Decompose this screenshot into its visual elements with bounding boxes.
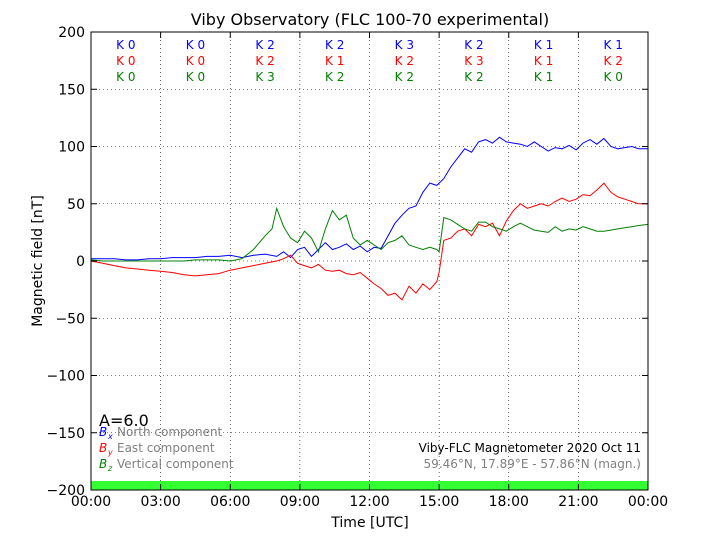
y-tick-label: 150 xyxy=(58,82,85,98)
k-index-label: K 0 xyxy=(186,54,205,68)
k-index-label: K 2 xyxy=(255,38,274,52)
y-tick-label: −200 xyxy=(47,483,85,499)
y-axis-label: Magnetic field [nT] xyxy=(30,195,46,327)
k-index-table: K 0 K 0 K 2 K 2 K 3 K 2 K 1 K 1 K 0 K 0 K 2 K 1 K 2 K… xyxy=(116,38,623,84)
legend-symbol-y: B xyxy=(99,441,107,455)
k-index-label: K 0 xyxy=(116,70,135,84)
x-tick-label: 15:00 xyxy=(419,494,459,510)
k-index-label: K 1 xyxy=(604,38,623,52)
k-index-label: K 2 xyxy=(604,54,623,68)
legend-name-x: North component xyxy=(117,425,223,439)
amplitude-label: A=6.0 xyxy=(99,411,149,430)
k-index-label: K 0 xyxy=(116,54,135,68)
legend-subscript-y: y xyxy=(107,448,113,457)
k-index-label: K 2 xyxy=(464,38,483,52)
k-index-label: K 2 xyxy=(325,38,344,52)
axis-ticks: 00:00 03:00 06:00 09:00 12:00 15:00 18:00 21:00… xyxy=(47,25,669,510)
x-tick-label: 21:00 xyxy=(558,494,598,510)
legend-symbol-x: B xyxy=(99,425,107,439)
k-index-label: K 3 xyxy=(395,38,414,52)
k-index-label: K 2 xyxy=(325,70,344,84)
k-index-label: K 1 xyxy=(534,38,553,52)
k-index-label: K 2 xyxy=(464,70,483,84)
y-tick-label: −100 xyxy=(47,369,85,385)
legend-name-z: Vertical component xyxy=(117,457,234,471)
legend-symbol-z: B xyxy=(99,457,107,471)
x-tick-label: 12:00 xyxy=(349,494,389,510)
x-tick-label: 03:00 xyxy=(140,494,180,510)
plot-frame xyxy=(90,31,649,491)
k-index-label: K 0 xyxy=(116,38,135,52)
k-index-label: K 2 xyxy=(255,54,274,68)
k-index-label: K 1 xyxy=(534,70,553,84)
k-index-label: K 2 xyxy=(395,54,414,68)
legend-subscript-x: x xyxy=(107,432,113,441)
series-line-z xyxy=(90,206,649,262)
legend-name-y: East component xyxy=(117,441,215,455)
series-line-x xyxy=(91,136,648,261)
x-tick-label: 09:00 xyxy=(280,494,320,510)
y-tick-label: −50 xyxy=(55,311,85,327)
station-caption: Viby-FLC Magnetometer 2020 Oct 11 xyxy=(419,441,641,455)
k-index-label: K 0 xyxy=(186,38,205,52)
x-tick-label: 00:00 xyxy=(628,494,668,510)
series-lines xyxy=(90,136,649,301)
x-axis-label: Time [UTC] xyxy=(330,515,408,531)
legend-subscript-z: z xyxy=(107,464,113,473)
y-tick-label: 100 xyxy=(58,140,85,156)
k-index-label: K 1 xyxy=(534,54,553,68)
x-tick-label: 06:00 xyxy=(210,494,250,510)
k-index-label: K 1 xyxy=(325,54,344,68)
k-index-label: K 0 xyxy=(186,70,205,84)
y-tick-label: −150 xyxy=(47,426,85,442)
series-line-y xyxy=(90,182,648,301)
k-index-label: K 2 xyxy=(395,70,414,84)
k-index-label: K 0 xyxy=(604,70,623,84)
k-index-label: K 3 xyxy=(464,54,483,68)
k-index-label: K 3 xyxy=(255,70,274,84)
x-tick-label: 18:00 xyxy=(489,494,529,510)
x-tick-label: 00:00 xyxy=(71,494,111,510)
y-tick-label: 0 xyxy=(76,254,85,270)
y-tick-label: 50 xyxy=(67,197,85,213)
chart-title: Viby Observatory (FLC 100-70 experimenta… xyxy=(191,10,550,29)
coords-caption: 59.46°N, 17.89°E - 57.86°N (magn.) xyxy=(424,457,641,471)
y-tick-label: 200 xyxy=(58,25,85,41)
